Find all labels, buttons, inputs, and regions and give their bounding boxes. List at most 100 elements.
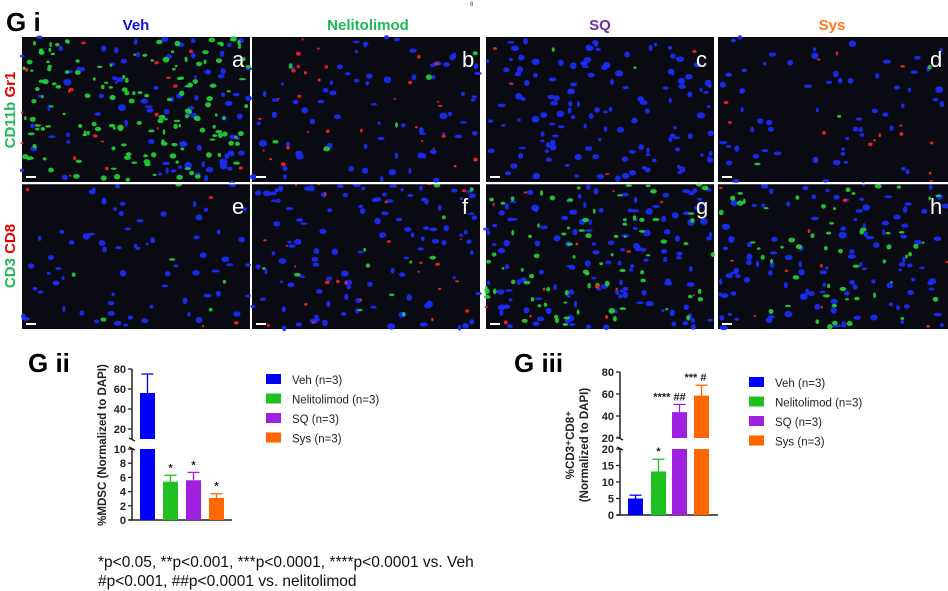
legend-label: Sys (n=3) [292,434,342,446]
microscopy-panel-g: g [483,182,715,330]
scale-bar [722,176,732,178]
bar-upper-2 [672,412,687,438]
bar-0 [628,498,643,515]
legend-swatch [749,435,764,446]
legend-label: Nelitolimod (n=3) [292,395,379,407]
bar-3 [209,497,224,520]
significance-label: **** ## [653,391,685,403]
column-header-veh: Veh [123,17,150,34]
bar-upper-3 [694,395,709,438]
legend-label: SQ (n=3) [292,414,339,426]
bar-upper-0 [140,393,155,439]
chart-2-ylabel: %CD3⁺CD8⁺ (Normalized to DAPI) [565,388,591,503]
svg-text:CD3 CD8: CD3 CD8 [2,224,19,288]
scale-bar [490,323,500,325]
panel-letter: c [696,47,707,72]
bar-lower-2 [672,449,687,515]
y-tick-label: 0 [120,515,126,527]
legend-swatch [266,413,281,423]
row-label-1: CD11b Gr1 [2,72,19,149]
axis-break-mark [128,437,136,442]
row-2-marker-2: CD8 [2,224,19,254]
y-tick-label: 10 [602,477,614,489]
significance-label: *** # [684,372,706,384]
y-tick-label: 10 [114,444,126,456]
y-tick-label: 0 [608,510,614,522]
microscopy-panel-a: a [19,35,253,182]
legend-label: Sys (n=3) [775,437,825,449]
svg-text:CD11b Gr1: CD11b Gr1 [2,72,19,149]
significance-label: * [214,481,219,493]
significance-label: * [168,462,173,474]
y-tick-label: 40 [114,404,126,416]
y-tick-label: 60 [114,384,126,396]
y-tick-label: 80 [114,364,126,376]
scale-bar [26,176,36,178]
y-tick-label: 6 [120,472,126,484]
row-1-marker-2: Gr1 [2,72,19,98]
y-tick-label: 2 [120,501,126,513]
significance-label: * [191,459,196,471]
legend-label: Veh (n=3) [292,375,342,387]
footnote-1: *p<0.05, **p<0.001, ***p<0.0001, ****p<0… [98,554,474,571]
chart-2-ylabel-line1: %CD3⁺CD8⁺ [565,411,577,479]
y-tick-label: 20 [602,433,614,445]
scale-bar [490,176,500,178]
microscopy-panel-d: d [718,35,948,184]
legend-label: Nelitolimod (n=3) [775,398,862,410]
row-2-marker-1: CD3 [2,258,19,288]
legend-swatch [749,416,764,426]
microscopy-panel-c: c [485,37,714,182]
chart-1-ylabel: %MDSC (Normalized to DAPI) [97,364,109,526]
y-tick-label: 20 [114,424,126,436]
y-tick-label: 40 [602,411,614,423]
svg-text:%MDSC (Normalized to DAPI): %MDSC (Normalized to DAPI) [97,364,109,526]
panel-letter: d [930,47,942,72]
column-header-nelitolimod: Nelitolimod [327,17,409,34]
significance-label: * [656,446,661,458]
bar-2 [186,480,201,520]
footnote-2: #p<0.001, ##p<0.0001 vs. nelitolimod [98,573,357,590]
y-tick-label: 4 [120,487,127,499]
row-1-marker-1: CD11b [2,102,19,149]
y-tick-label: 80 [602,367,614,379]
microscopy-panel-h: h [718,181,948,331]
legend-label: Veh (n=3) [775,378,825,390]
panel-letter: h [930,194,942,219]
panel-iii-label: G iii [514,348,563,378]
panel-letter: a [232,47,245,72]
microscopy-panel-f: f [250,182,482,332]
legend-swatch [266,393,281,404]
scale-bar [26,323,36,325]
scale-bar [722,323,732,325]
bar-1 [163,481,178,520]
panel-letter: f [462,194,469,219]
panel-letter: b [462,47,474,72]
y-tick-label: 8 [120,458,126,470]
scale-bar [256,176,266,178]
panel-i-label: G i [6,7,41,37]
panel-ii-label: G ii [28,348,70,378]
bar-lower-0 [140,449,155,520]
microscopy-grid: a b c d e f g h [19,35,948,332]
scale-bar [256,323,266,325]
stray-mark: 8 [470,2,474,8]
legend-swatch [266,374,281,384]
chart-mdsc: 0 2 4 6 8 10 20 40 60 80 Veh (n=3) * Nelitolimod (n=… [114,364,380,527]
column-header-sq: SQ [589,17,611,34]
microscopy-panel-e: e [21,181,252,329]
column-header-sys: Sys [819,17,846,34]
y-tick-label: 15 [602,461,614,473]
y-tick-label: 60 [602,389,614,401]
bar-lower-3 [694,449,709,515]
legend-label: SQ (n=3) [775,417,822,429]
chart-2-ylabel-line2: (Normalized to DAPI) [579,388,591,503]
legend-swatch [749,396,764,407]
panel-letter: g [696,194,708,219]
microscopy-panel-b: b [249,35,482,183]
y-tick-label: 20 [602,444,614,456]
legend-swatch [266,432,281,443]
panel-letter: e [232,194,244,219]
